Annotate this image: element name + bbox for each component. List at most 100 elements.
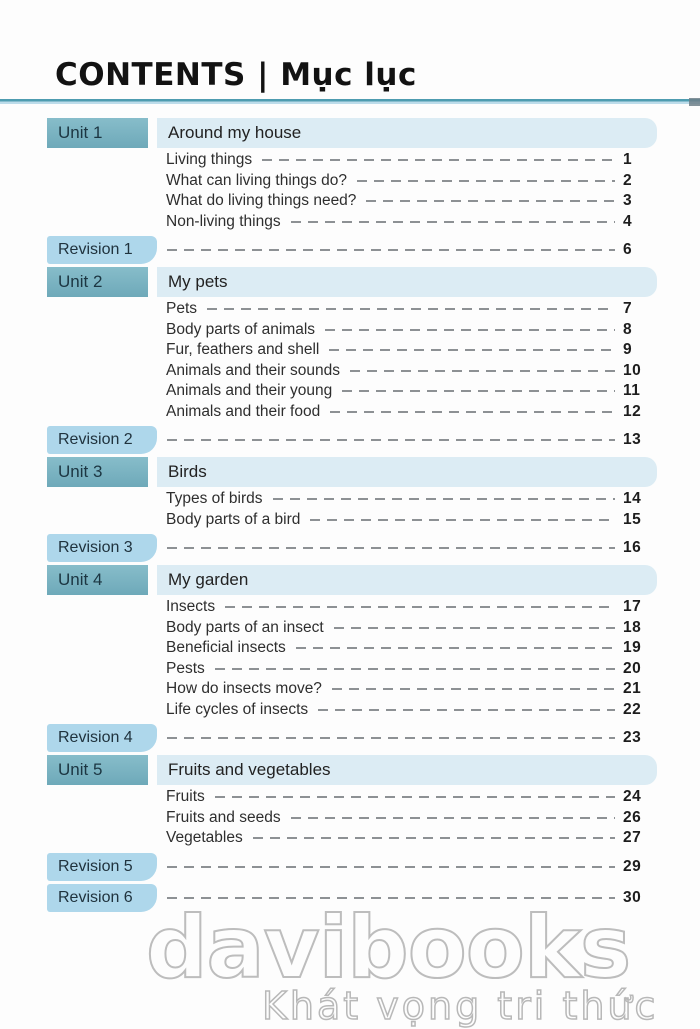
page-number: 20 [623,659,642,677]
table-of-contents: Unit 1 Around my house Living things 1 W… [47,118,657,912]
dashed-leader [331,688,615,691]
toc-item-row: Body parts of animals 8 [166,320,657,341]
unit-title-band-3: Birds [157,457,657,487]
dashed-leader [207,308,615,311]
dashed-leader [167,737,615,739]
revision-row-1: Revision 1 6 [47,236,657,264]
toc-item-row: What do living things need? 3 [166,191,657,212]
lesson-title: Fruits and seeds [166,808,281,826]
revision-label: Revision 6 [58,888,133,906]
toc-item-row: Vegetables 27 [166,828,657,849]
revision-badge-5: Revision 5 [47,852,157,881]
dashed-leader [330,410,615,413]
lesson-title: Vegetables [166,829,243,847]
unit-4-items: Insects 17 Body parts of an insect 18 Be… [47,597,657,720]
page-number: 12 [623,402,642,420]
unit-badge-1: Unit 1 [47,118,148,148]
unit-header-3: Unit 3 Birds [47,457,657,487]
dashed-leader [272,498,615,501]
page-number: 24 [623,788,642,806]
dashed-leader [366,200,615,203]
unit-1-items: Living things 1 What can living things d… [47,150,657,232]
toc-item-row: Body parts of an insect 18 [166,618,657,639]
toc-item-row: Beneficial insects 19 [166,638,657,659]
lesson-title: Body parts of animals [166,320,316,338]
lesson-title: Body parts of a bird [166,510,301,528]
page-number: 4 [623,212,633,230]
unit-title-band-4: My garden [157,565,657,595]
toc-item-row: How do insects move? 21 [166,679,657,700]
unit-label: Unit 4 [58,570,103,589]
unit-header-4: Unit 4 My garden [47,565,657,595]
lesson-title: Animals and their food [166,402,321,420]
page-number: 9 [623,341,633,359]
unit-header-2: Unit 2 My pets [47,267,657,297]
dashed-leader [252,837,615,840]
unit-badge-4: Unit 4 [47,565,148,595]
revision-badge-2: Revision 2 [47,426,157,454]
page-number: 13 [623,431,642,448]
page-number: 2 [623,171,633,189]
watermark-brand-text: davibooks [145,898,632,998]
unit-5-items: Fruits 24 Fruits and seeds 26 Vegetables… [47,787,657,849]
unit-badge-3: Unit 3 [47,457,148,487]
toc-item-row: Insects 17 [166,597,657,618]
toc-item-row: Pests 20 [166,659,657,680]
lesson-title: Pets [166,300,198,318]
revision-row-4: Revision 4 23 [47,724,657,752]
unit-label: Unit 5 [58,760,103,779]
page-number: 26 [623,808,642,826]
dashed-leader [356,179,615,182]
unit-badge-2: Unit 2 [47,267,148,297]
unit-header-1: Unit 1 Around my house [47,118,657,148]
dashed-leader [310,518,615,521]
revision-row-6: Revision 6 30 [47,883,657,912]
toc-item-row: Animals and their sounds 10 [166,361,657,382]
dashed-leader [333,626,615,629]
unit-title-band-1: Around my house [157,118,657,148]
toc-item-row: Animals and their young 11 [166,381,657,402]
toc-item-row: Fruits and seeds 26 [166,808,657,829]
revision-badge-4: Revision 4 [47,724,157,752]
page-number: 29 [623,857,642,875]
watermark-slogan-text: Khát vọng tri thức [261,984,659,1028]
unit-title: My pets [168,272,228,291]
lesson-title: Beneficial insects [166,639,286,657]
lesson-title: Living things [166,151,253,169]
page-number: 17 [623,598,642,616]
dashed-leader [214,667,615,670]
unit-title: My garden [168,570,249,589]
unit-badge-5: Unit 5 [47,755,148,785]
revision-label: Revision 5 [58,857,133,875]
page-number: 16 [623,539,642,556]
revision-row-5: Revision 5 29 [47,852,657,881]
toc-item-row: Body parts of a bird 15 [166,510,657,531]
revision-label: Revision 3 [58,539,133,556]
page-number: 21 [623,680,642,698]
dashed-leader [318,708,615,711]
lesson-title: Animals and their sounds [166,361,341,379]
unit-header-5: Unit 5 Fruits and vegetables [47,755,657,785]
dashed-leader [167,439,615,441]
dashed-leader [342,390,615,393]
page-number: 3 [623,192,633,210]
page-number: 19 [623,639,642,657]
dashed-leader [167,896,615,899]
revision-label: Revision 1 [58,241,133,258]
unit-title-band-5: Fruits and vegetables [157,755,657,785]
lesson-title: Insects [166,598,216,616]
dashed-leader [225,606,615,609]
toc-item-row: Animals and their food 12 [166,402,657,423]
unit-title: Birds [168,462,207,481]
page-title: CONTENTS | Mục lục [55,57,417,93]
title-underline [0,98,700,106]
page-number: 10 [623,361,642,379]
unit-label: Unit 2 [58,272,103,291]
lesson-title: Types of birds [166,490,263,508]
toc-item-row: What can living things do? 2 [166,171,657,192]
page-number: 23 [623,729,642,746]
dashed-leader [290,816,615,819]
page-number: 18 [623,618,642,636]
page-number: 7 [623,300,633,318]
dashed-leader [167,865,615,868]
